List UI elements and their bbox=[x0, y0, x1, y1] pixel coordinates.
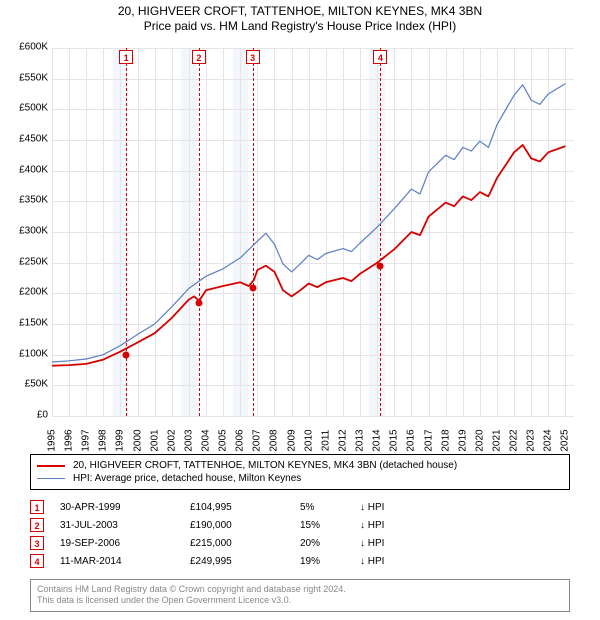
y-tick-label: £350K bbox=[4, 195, 48, 206]
x-tick-label: 2015 bbox=[389, 429, 400, 451]
x-tick-label: 2001 bbox=[149, 429, 160, 451]
transaction-row: 4 11-MAR-2014£249,99519%↓ HPI bbox=[30, 552, 570, 570]
x-tick-label: 2016 bbox=[406, 429, 417, 451]
footer: Contains HM Land Registry data © Crown c… bbox=[30, 579, 570, 612]
y-tick-label: £550K bbox=[4, 72, 48, 83]
x-tick-label: 2002 bbox=[166, 429, 177, 451]
legend-swatch-property bbox=[37, 465, 65, 467]
x-tick-label: 1999 bbox=[115, 429, 126, 451]
legend-row-property: 20, HIGHVEER CROFT, TATTENHOE, MILTON KE… bbox=[37, 459, 563, 472]
transactions-table: 130-APR-1999£104,9955%↓ HPI231-JUL-2003£… bbox=[30, 498, 570, 570]
transaction-row-vs: ↓ HPI bbox=[360, 520, 384, 531]
y-tick-label: £300K bbox=[4, 226, 48, 237]
x-tick-label: 2005 bbox=[218, 429, 229, 451]
x-tick-label: 2006 bbox=[235, 429, 246, 451]
x-tick-label: 2023 bbox=[526, 429, 537, 451]
legend-label-property: 20, HIGHVEER CROFT, TATTENHOE, MILTON KE… bbox=[73, 460, 457, 471]
x-tick-label: 2007 bbox=[252, 429, 263, 451]
transaction-row-price: £190,000 bbox=[190, 520, 300, 531]
x-tick-label: 2014 bbox=[372, 429, 383, 451]
legend-row-hpi: HPI: Average price, detached house, Milt… bbox=[37, 472, 563, 485]
transaction-row-marker: 2 bbox=[30, 518, 44, 532]
y-tick-label: £500K bbox=[4, 103, 48, 114]
y-tick-label: £450K bbox=[4, 134, 48, 145]
transaction-row-date: 31-JUL-2003 bbox=[60, 520, 190, 531]
x-tick-label: 2004 bbox=[201, 429, 212, 451]
transaction-row-date: 19-SEP-2006 bbox=[60, 538, 190, 549]
transaction-row-marker: 4 bbox=[30, 554, 44, 568]
legend-swatch-hpi bbox=[37, 478, 65, 479]
transaction-row: 3 19-SEP-2006£215,00020%↓ HPI bbox=[30, 534, 570, 552]
x-tick-label: 1997 bbox=[81, 429, 92, 451]
x-tick-label: 2017 bbox=[423, 429, 434, 451]
footer-line-1: Contains HM Land Registry data © Crown c… bbox=[37, 584, 563, 596]
transaction-row-vs: ↓ HPI bbox=[360, 538, 384, 549]
transaction-row-delta: 20% bbox=[300, 538, 360, 549]
transaction-row-date: 11-MAR-2014 bbox=[60, 556, 190, 567]
x-tick-label: 2011 bbox=[320, 430, 331, 452]
transaction-row-price: £215,000 bbox=[190, 538, 300, 549]
x-tick-label: 2020 bbox=[474, 429, 485, 451]
transaction-row-delta: 15% bbox=[300, 520, 360, 531]
x-tick-label: 2019 bbox=[457, 429, 468, 451]
x-tick-label: 2009 bbox=[286, 429, 297, 451]
x-tick-label: 2012 bbox=[337, 429, 348, 451]
transaction-row-delta: 19% bbox=[300, 556, 360, 567]
x-tick-label: 1996 bbox=[64, 429, 75, 451]
y-tick-label: £400K bbox=[4, 164, 48, 175]
y-tick-label: £200K bbox=[4, 287, 48, 298]
x-tick-label: 2010 bbox=[303, 429, 314, 451]
transaction-row-vs: ↓ HPI bbox=[360, 502, 384, 513]
transaction-row: 2 31-JUL-2003£190,00015%↓ HPI bbox=[30, 516, 570, 534]
x-tick-label: 2024 bbox=[543, 429, 554, 451]
transaction-row-marker: 1 bbox=[30, 500, 44, 514]
x-tick-label: 2013 bbox=[355, 429, 366, 451]
gridline-h bbox=[52, 416, 574, 417]
x-tick-label: 1995 bbox=[47, 429, 58, 451]
transaction-row-price: £104,995 bbox=[190, 502, 300, 513]
transaction-row-vs: ↓ HPI bbox=[360, 556, 384, 567]
transaction-row-price: £249,995 bbox=[190, 556, 300, 567]
y-tick-label: £50K bbox=[4, 379, 48, 390]
chart-title-1: 20, HIGHVEER CROFT, TATTENHOE, MILTON KE… bbox=[0, 4, 600, 19]
y-tick-label: £150K bbox=[4, 318, 48, 329]
chart-lines bbox=[52, 48, 574, 416]
x-tick-label: 1998 bbox=[98, 429, 109, 451]
x-tick-label: 2021 bbox=[491, 429, 502, 451]
plot-area: £0£50K£100K£150K£200K£250K£300K£350K£400… bbox=[52, 48, 574, 416]
x-tick-label: 2000 bbox=[132, 429, 143, 451]
chart-title-2: Price paid vs. HM Land Registry's House … bbox=[0, 19, 600, 34]
x-tick-label: 2003 bbox=[183, 429, 194, 451]
y-tick-label: £600K bbox=[4, 42, 48, 53]
x-tick-label: 2008 bbox=[269, 429, 280, 451]
x-tick-label: 2018 bbox=[440, 429, 451, 451]
transaction-row-marker: 3 bbox=[30, 536, 44, 550]
x-tick-label: 2025 bbox=[560, 429, 571, 451]
y-tick-label: £250K bbox=[4, 256, 48, 267]
y-tick-label: £0 bbox=[4, 410, 48, 421]
legend-label-hpi: HPI: Average price, detached house, Milt… bbox=[73, 473, 301, 484]
legend: 20, HIGHVEER CROFT, TATTENHOE, MILTON KE… bbox=[30, 454, 570, 490]
footer-line-2: This data is licensed under the Open Gov… bbox=[37, 595, 563, 607]
transaction-row: 1 30-APR-1999£104,9955%↓ HPI bbox=[30, 498, 570, 516]
transaction-row-date: 30-APR-1999 bbox=[60, 502, 190, 513]
transaction-row-delta: 5% bbox=[300, 502, 360, 513]
x-tick-label: 2022 bbox=[509, 429, 520, 451]
y-tick-label: £100K bbox=[4, 348, 48, 359]
